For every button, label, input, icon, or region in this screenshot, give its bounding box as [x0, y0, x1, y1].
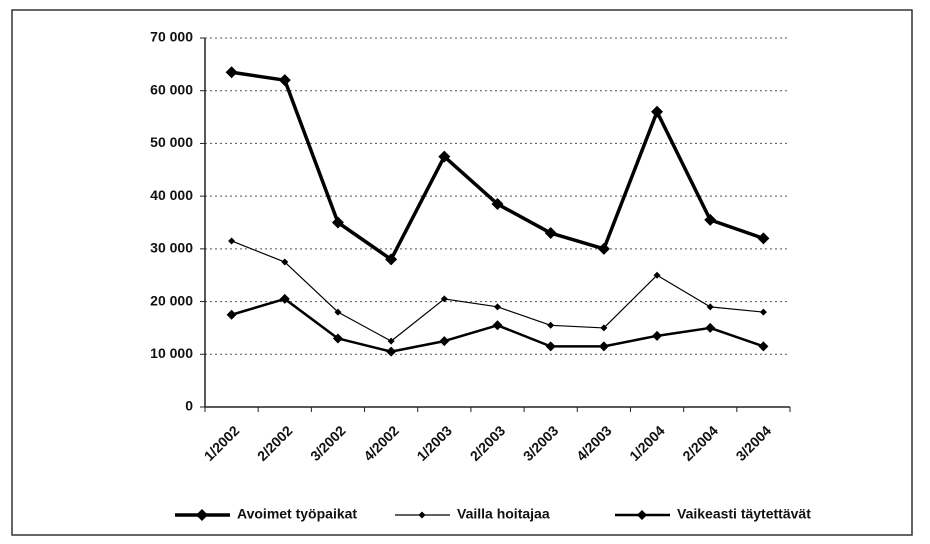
point-marker [331, 216, 344, 229]
legend-label: Vaikeasti täytettävät [677, 506, 811, 522]
point-marker [651, 105, 664, 118]
y-tick-label: 60 000 [150, 81, 193, 97]
point-marker [705, 322, 716, 333]
y-tick-label: 40 000 [150, 187, 193, 203]
point-marker [281, 258, 289, 266]
legend-marker [418, 511, 426, 519]
y-tick-label: 70 000 [150, 29, 193, 45]
point-marker [439, 336, 450, 347]
y-tick-label: 0 [185, 398, 193, 414]
legend-label: Vailla hoitajaa [457, 506, 550, 522]
point-marker [598, 341, 609, 352]
point-marker [334, 308, 342, 316]
point-marker [597, 242, 610, 255]
y-tick-label: 50 000 [150, 134, 193, 150]
point-marker [492, 320, 503, 331]
legend-marker [196, 509, 208, 521]
point-marker [757, 232, 770, 245]
point-marker [385, 253, 398, 266]
point-marker [704, 213, 717, 226]
point-marker [652, 330, 663, 341]
point-marker [332, 333, 343, 344]
frame [11, 9, 913, 536]
point-marker [544, 227, 557, 240]
point-marker [386, 346, 397, 357]
point-marker [758, 341, 769, 352]
point-marker [491, 198, 504, 211]
legend-marker [637, 510, 647, 520]
point-marker [653, 271, 661, 279]
legend-label: Avoimet työpaikat [237, 506, 357, 522]
point-marker [226, 309, 237, 320]
point-marker [759, 308, 767, 316]
point-marker [494, 303, 501, 311]
point-marker [600, 324, 608, 332]
point-marker [547, 321, 555, 329]
y-tick-label: 30 000 [150, 240, 193, 256]
point-marker [278, 74, 291, 87]
point-marker [706, 303, 714, 311]
point-marker [279, 293, 290, 304]
y-tick-label: 10 000 [150, 345, 193, 361]
y-tick-label: 20 000 [150, 292, 193, 308]
point-marker [440, 295, 448, 303]
point-marker [387, 337, 395, 345]
point-marker [225, 66, 238, 79]
point-marker [545, 341, 556, 352]
point-marker [228, 237, 236, 245]
point-marker [438, 150, 451, 163]
